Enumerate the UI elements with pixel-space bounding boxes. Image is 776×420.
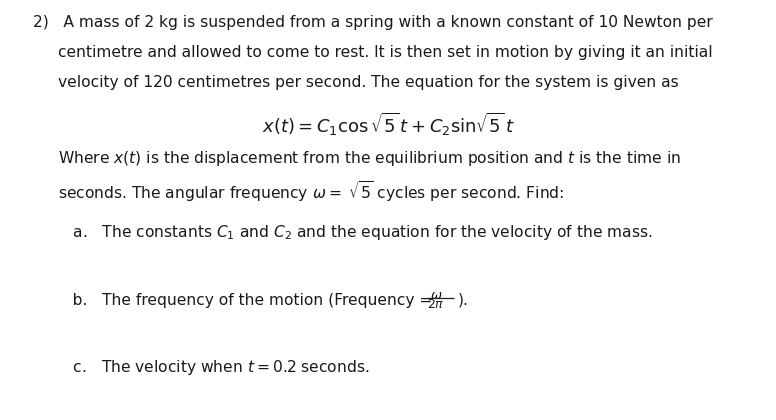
Text: a.   The constants $C_1$ and $C_2$ and the equation for the velocity of the mass: a. The constants $C_1$ and $C_2$ and the… <box>58 223 653 242</box>
Text: centimetre and allowed to come to rest. It is then set in motion by giving it an: centimetre and allowed to come to rest. … <box>58 45 713 60</box>
Text: ).: ). <box>458 293 469 308</box>
Text: velocity of 120 centimetres per second. The equation for the system is given as: velocity of 120 centimetres per second. … <box>58 75 679 90</box>
Text: seconds. The angular frequency $\omega =$ $\sqrt{5}$ cycles per second. Find:: seconds. The angular frequency $\omega =… <box>58 179 564 204</box>
Text: b.   The frequency of the motion (Frequency =: b. The frequency of the motion (Frequenc… <box>58 293 438 308</box>
Text: $2\pi$: $2\pi$ <box>427 298 445 311</box>
Text: $x(t) = C_1 \cos \sqrt{5}\, t + C_2 \mathrm{sin}\sqrt{5}\, t$: $x(t) = C_1 \cos \sqrt{5}\, t + C_2 \mat… <box>262 111 514 138</box>
Text: c.   The velocity when $t = 0.2$ seconds.: c. The velocity when $t = 0.2$ seconds. <box>58 358 369 377</box>
Text: 2)   A mass of 2 kg is suspended from a spring with a known constant of 10 Newto: 2) A mass of 2 kg is suspended from a sp… <box>33 15 712 30</box>
Text: $\omega$: $\omega$ <box>430 289 442 302</box>
Text: Where $x(t)$ is the displacement from the equilibrium position and $t$ is the ti: Where $x(t)$ is the displacement from th… <box>58 149 681 168</box>
